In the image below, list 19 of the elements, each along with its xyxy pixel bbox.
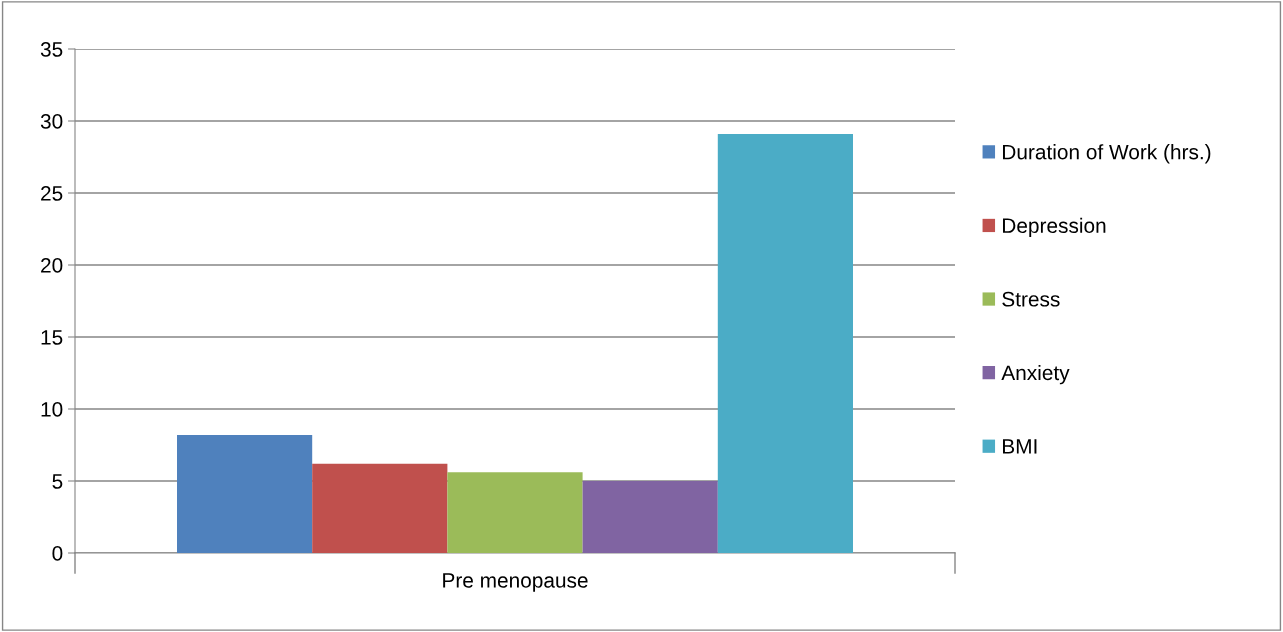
- bar: [177, 434, 313, 553]
- legend-label: Duration of Work (hrs.): [1003, 144, 1211, 164]
- y-tick-label: 0: [52, 546, 63, 561]
- y-tick-label: 5: [52, 474, 63, 489]
- bar: [582, 481, 718, 553]
- y-tick-label: 30: [40, 114, 63, 129]
- legend-label: BMI: [1003, 439, 1037, 454]
- bar: [312, 463, 448, 553]
- y-tick-label: 20: [41, 258, 63, 273]
- y-tick-label: 35: [40, 42, 63, 57]
- y-tick-label: 25: [41, 186, 63, 201]
- y-tick-label: 15: [41, 330, 63, 345]
- x-tick-label: Pre menopause: [443, 573, 588, 592]
- bar: [717, 133, 853, 553]
- legend-label: Anxiety: [1001, 364, 1070, 385]
- y-tick-label: 10: [41, 402, 63, 417]
- legend-label: Stress: [1002, 291, 1060, 307]
- bar: [447, 472, 583, 553]
- legend-label: Depression: [1003, 217, 1106, 238]
